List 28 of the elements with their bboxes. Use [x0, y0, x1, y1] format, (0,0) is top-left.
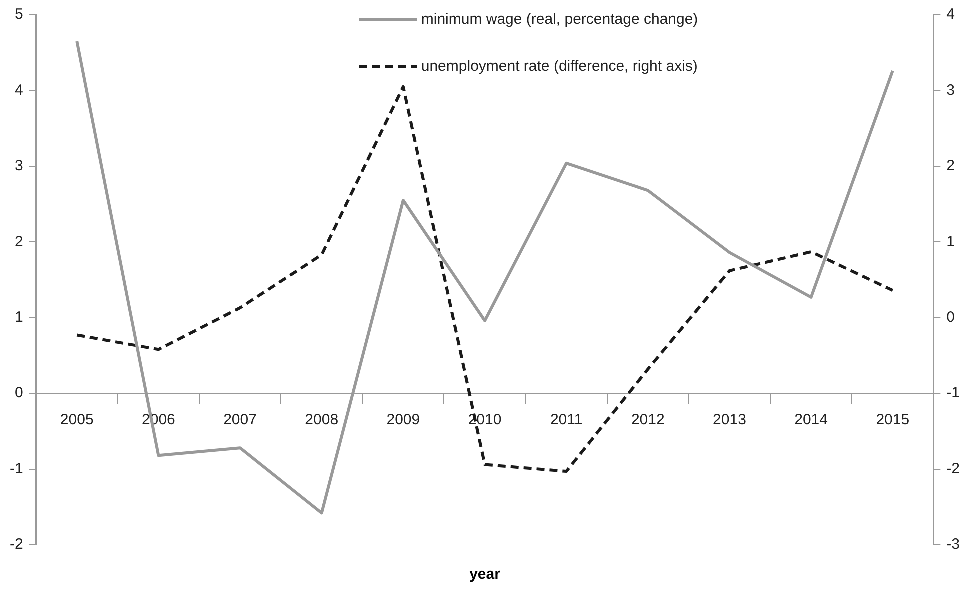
y2-tick-label: -1 [946, 384, 960, 402]
y-tick-label: 3 [14, 158, 24, 175]
x-tick-label: 2008 [305, 412, 339, 429]
x-tick-label: 2005 [60, 412, 94, 429]
y-tick-label: 2 [14, 233, 24, 250]
x-tick-label: 2012 [631, 412, 665, 429]
y-tick-label: -2 [10, 536, 24, 554]
y2-tick-label: 2 [946, 158, 956, 175]
legend-label: unemployment rate (difference, right axis) [421, 58, 698, 76]
y2-tick-label: 3 [946, 82, 956, 99]
y-tick-label: 0 [14, 384, 24, 402]
x-axis-title: year [468, 566, 502, 583]
y2-tick-label: 4 [946, 6, 956, 24]
y2-tick-label: -3 [946, 536, 960, 554]
y-tick-label: 4 [14, 82, 24, 99]
x-tick-label: 2007 [224, 412, 257, 429]
y2-tick-label: 1 [946, 233, 956, 250]
x-tick-label: 2011 [550, 412, 583, 429]
x-tick-label: 2014 [794, 412, 828, 429]
y-tick-label: 1 [14, 309, 24, 326]
y2-tick-label: 0 [946, 309, 956, 326]
y2-tick-label: -2 [946, 460, 960, 478]
x-tick-label: 2013 [713, 412, 746, 429]
legend-label: minimum wage (real, percentage change) [421, 11, 698, 28]
y-tick-label: -1 [10, 460, 24, 478]
x-tick-label: 2009 [386, 412, 420, 429]
y-tick-label: 5 [14, 6, 24, 24]
x-tick-label: 2015 [876, 412, 910, 429]
